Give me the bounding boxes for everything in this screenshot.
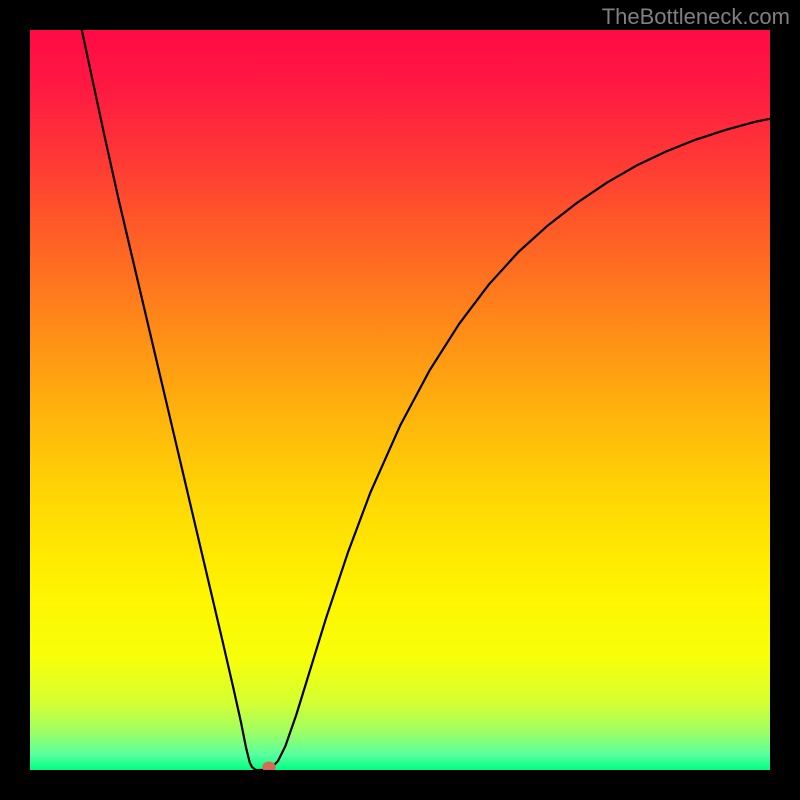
chart-svg	[30, 30, 770, 770]
bottleneck-chart	[30, 30, 770, 770]
chart-background	[30, 30, 770, 770]
attribution-text: TheBottleneck.com	[602, 4, 790, 30]
